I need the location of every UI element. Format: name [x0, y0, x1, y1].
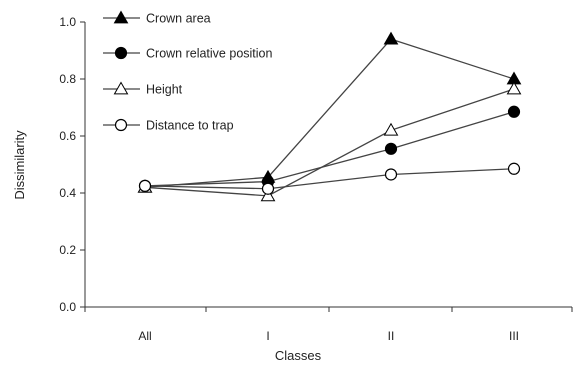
legend-item: Distance to trap: [103, 119, 234, 133]
legend-label: Height: [146, 83, 183, 97]
y-tick-label: 0.4: [59, 186, 76, 200]
data-point: [506, 81, 522, 95]
legend-marker: [113, 81, 129, 95]
y-tick-label: 0.6: [59, 129, 76, 143]
y-axis-label: Dissimilarity: [12, 130, 27, 200]
data-point: [507, 162, 521, 175]
series-line: [144, 168, 515, 190]
legend-marker: [113, 10, 129, 24]
legend-item: Crown area: [103, 10, 211, 26]
axes: [84, 22, 572, 308]
legend: Crown area Crown relative position Height D…: [103, 10, 272, 133]
data-point: [384, 142, 398, 155]
data-point: [507, 105, 521, 118]
y-tick-label: 1.0: [59, 15, 76, 29]
legend-label: Crown relative position: [146, 47, 272, 61]
y-tick-label: 0.8: [59, 72, 76, 86]
x-axis-label: Classes: [275, 348, 322, 363]
y-tick-label: 0.0: [59, 300, 76, 314]
series-line: [144, 88, 515, 197]
x-tick-label: II: [388, 329, 395, 343]
data-point: [261, 182, 275, 195]
legend-marker: [114, 118, 128, 132]
x-tick-label: All: [138, 329, 151, 343]
legend-label: Distance to trap: [146, 119, 234, 133]
legend-label: Crown area: [146, 12, 211, 26]
legend-item: Crown relative position: [103, 47, 272, 61]
y-ticks: 0.0 0.2 0.4 0.6 0.8 1.0: [59, 15, 85, 314]
series-line: [144, 111, 515, 187]
x-tick-label: III: [509, 329, 519, 343]
series-line: [144, 38, 515, 188]
data-point: [383, 122, 399, 136]
data-point: [384, 168, 398, 181]
series-group: [137, 31, 522, 202]
data-point: [138, 179, 152, 192]
x-ticks: All I II III: [84, 307, 573, 343]
data-point: [383, 31, 399, 45]
series-3: [138, 162, 521, 195]
x-tick-label: I: [266, 329, 269, 343]
legend-marker: [114, 46, 128, 60]
y-tick-label: 0.2: [59, 243, 76, 257]
data-point: [260, 188, 276, 202]
legend-item: Height: [103, 81, 183, 97]
